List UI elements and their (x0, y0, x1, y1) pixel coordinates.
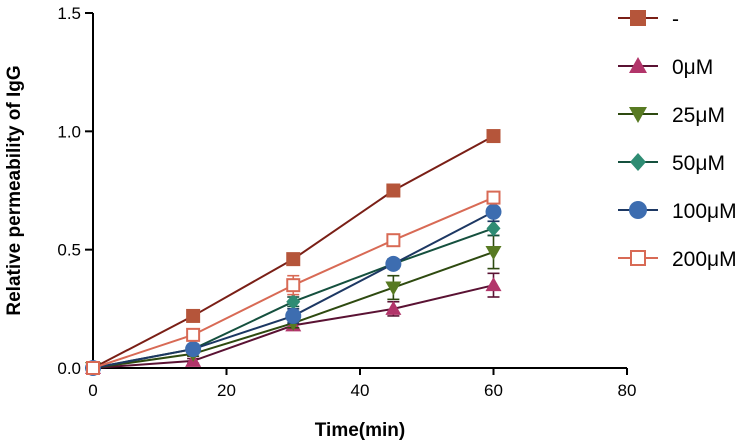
legend-marker (630, 153, 646, 171)
x-tick-label: 80 (618, 381, 637, 400)
data-point (385, 255, 402, 272)
series-line (92, 135, 494, 369)
y-tick-label: 1.0 (57, 122, 81, 141)
x-tick-label: 40 (351, 381, 370, 400)
data-point (285, 307, 302, 324)
legend-label: - (672, 8, 679, 31)
axes: 0 20 40 60 80 0.0 0.5 1.0 1.5 (57, 4, 636, 400)
legend-item-0: - (618, 8, 679, 31)
legend-item-4: 100μM (618, 200, 737, 223)
x-axis-title: Time(min) (315, 420, 405, 441)
data-point (86, 361, 100, 375)
x-tick-label: 60 (484, 381, 503, 400)
data-point (385, 281, 402, 296)
x-ticks: 0 20 40 60 80 (88, 368, 636, 400)
series-0 (86, 129, 501, 375)
data-point (286, 252, 301, 267)
data-point (185, 341, 202, 358)
legend-label: 200μM (672, 248, 737, 271)
legend-label: 100μM (672, 200, 737, 223)
y-tick-label: 0.5 (57, 241, 81, 260)
data-point (286, 278, 301, 293)
data-point (485, 277, 502, 292)
series-5 (86, 190, 501, 375)
series-layer (85, 129, 502, 376)
data-point (186, 308, 201, 323)
y-axis-title: Relative permeability of IgG (4, 65, 25, 315)
y-tick-label: 1.5 (57, 4, 81, 23)
data-point (485, 203, 502, 220)
data-point (485, 246, 502, 261)
data-point (385, 300, 402, 315)
legend-marker (629, 57, 647, 73)
legend-item-1: 0μM (618, 56, 713, 79)
legend-label: 25μM (672, 104, 725, 127)
x-tick-label: 20 (217, 381, 236, 400)
legend-item-2: 25μM (618, 104, 725, 127)
y-ticks: 0.0 0.5 1.0 1.5 (57, 4, 93, 378)
data-point (386, 233, 401, 248)
x-tick-label: 0 (88, 381, 97, 400)
data-point (486, 190, 501, 205)
legend-label: 50μM (672, 152, 725, 175)
legend-marker (629, 201, 647, 219)
legend: - 0μM 25μM 50μM 100μM 200μM (618, 8, 737, 271)
legend-marker (629, 107, 647, 123)
y-tick-label: 0.0 (57, 359, 81, 378)
legend-marker (630, 250, 646, 266)
data-point (386, 183, 401, 198)
legend-label: 0μM (672, 56, 713, 79)
legend-item-5: 200μM (618, 248, 737, 271)
data-point (186, 327, 201, 342)
legend-marker (630, 10, 646, 26)
data-point (486, 129, 501, 144)
legend-item-3: 50μM (618, 152, 725, 175)
data-point (486, 220, 501, 237)
data-point (286, 293, 301, 310)
